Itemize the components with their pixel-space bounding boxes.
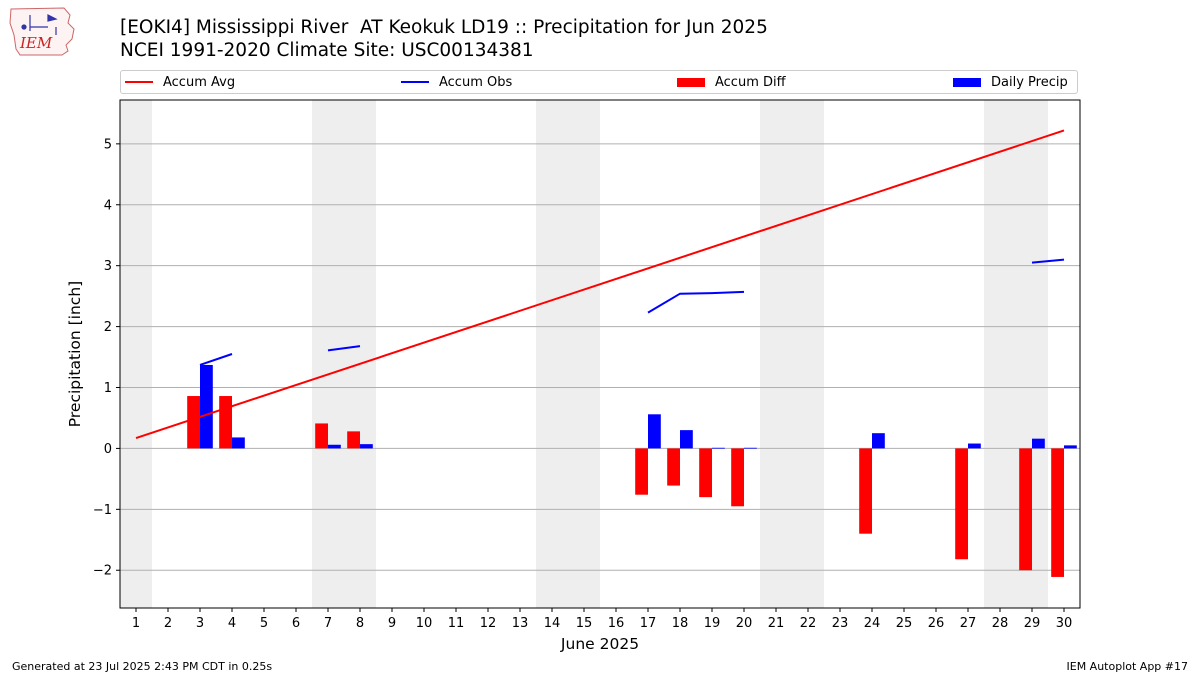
plot-frame (119, 99, 1081, 609)
accum-avg-line (135, 129, 1065, 440)
weekend-shade (760, 100, 824, 608)
daily-precip-bar (872, 433, 885, 449)
x-tick-label: 27 (960, 616, 977, 631)
x-axis-label: June 2025 (560, 635, 639, 653)
chart-title: [EOKI4] Mississippi River AT Keokuk LD19… (120, 17, 768, 38)
accum-obs-line (199, 353, 233, 366)
accum-obs-line (647, 290, 745, 314)
x-tick-label: 25 (896, 616, 913, 631)
y-tick-label: 0 (104, 442, 112, 457)
daily-precip-bar (1032, 438, 1045, 449)
daily-precip-bar (968, 443, 981, 449)
weekend-shade (984, 100, 1048, 608)
x-tick-label: 30 (1056, 616, 1073, 631)
y-tick-label: 4 (104, 198, 112, 213)
x-tick-label: 7 (324, 616, 332, 631)
logo-text: IEM (19, 34, 53, 52)
x-tick-label: 29 (1024, 616, 1041, 631)
iem-logo: IEM (9, 7, 75, 56)
x-tick-label: 1 (132, 616, 140, 631)
x-tick-label: 19 (704, 616, 721, 631)
x-tick-label: 3 (196, 616, 204, 631)
x-tick-label: 11 (448, 616, 465, 631)
chart-subtitle: NCEI 1991-2020 Climate Site: USC00134381 (120, 40, 534, 61)
accum-diff-bar (699, 448, 712, 498)
x-tick-label: 17 (640, 616, 657, 631)
x-tick-label: 16 (608, 616, 625, 631)
weekend-shade (120, 100, 152, 608)
accum-diff-bar (955, 448, 968, 560)
accum-obs-line (1031, 258, 1065, 264)
daily-precip-bar (328, 444, 341, 449)
y-tick-label: 3 (104, 259, 112, 274)
accum-diff-bar (731, 448, 744, 507)
daily-precip-bar (648, 414, 661, 449)
legend-item-accum-obs: Accum Obs (401, 71, 512, 93)
daily-precip-bar (1064, 445, 1077, 449)
legend-item-accum-diff: Accum Diff (677, 71, 786, 93)
accum-diff-bar (1019, 448, 1032, 571)
legend-item-accum-avg: Accum Avg (125, 71, 235, 93)
x-tick-label: 22 (800, 616, 817, 631)
x-tick-label: 2 (164, 616, 172, 631)
legend-label: Accum Avg (163, 74, 236, 90)
daily-precip-bar (232, 437, 245, 449)
y-tick-label: 5 (104, 137, 112, 152)
daily-precip-bar (360, 444, 373, 449)
x-tick-label: 26 (928, 616, 945, 631)
x-tick-label: 24 (864, 616, 881, 631)
x-tick-label: 12 (480, 616, 497, 631)
x-tick-label: 5 (260, 616, 268, 631)
accum-diff-bar (1051, 448, 1064, 577)
x-tick-label: 20 (736, 616, 753, 631)
daily-precip-bar (712, 447, 725, 449)
legend-item-daily-precip: Daily Precip (953, 71, 1068, 93)
x-tick-label: 28 (992, 616, 1009, 631)
x-tick-label: 15 (576, 616, 593, 631)
legend-swatch (953, 77, 981, 87)
y-axis-label: Precipitation [inch] (66, 281, 84, 427)
x-tick-label: 13 (512, 616, 529, 631)
generated-timestamp: Generated at 23 Jul 2025 2:43 PM CDT in … (12, 660, 273, 673)
accum-diff-bar (859, 448, 872, 534)
y-tick-label: −2 (93, 564, 112, 579)
x-tick-label: 23 (832, 616, 849, 631)
x-tick-label: 6 (292, 616, 300, 631)
daily-precip-bar (744, 447, 757, 449)
iowa-state-outline (9, 7, 75, 56)
accum-diff-bar (187, 396, 200, 449)
app-credit: IEM Autoplot App #17 (1066, 660, 1189, 673)
legend-swatch (125, 81, 153, 83)
x-tick-label: 21 (768, 616, 785, 631)
legend-swatch (677, 77, 705, 87)
y-tick-label: −1 (93, 503, 112, 518)
weekend-shade (536, 100, 600, 608)
accum-diff-bar (667, 448, 680, 486)
y-tick-label: 1 (104, 381, 112, 396)
legend-swatch (401, 81, 429, 83)
daily-precip-bar (200, 364, 213, 449)
accum-diff-bar (219, 396, 232, 449)
x-tick-label: 9 (388, 616, 396, 631)
weekend-shade (312, 100, 376, 608)
y-tick-label: 2 (104, 320, 112, 335)
x-tick-label: 18 (672, 616, 689, 631)
x-tick-label: 10 (416, 616, 433, 631)
accum-diff-bar (315, 423, 328, 449)
legend-label: Accum Diff (715, 74, 786, 90)
weather-station-icon (21, 14, 58, 35)
x-tick-label: 14 (544, 616, 561, 631)
accum-diff-bar (347, 431, 360, 449)
legend: Accum Avg Accum Obs Accum Diff Daily Precip (120, 70, 1078, 94)
accum-obs-line (327, 345, 361, 352)
x-tick-label: 8 (356, 616, 364, 631)
x-tick-label: 4 (228, 616, 236, 631)
daily-precip-bar (680, 430, 693, 449)
accum-diff-bar (635, 448, 648, 495)
legend-label: Accum Obs (439, 74, 513, 90)
legend-label: Daily Precip (991, 74, 1068, 90)
